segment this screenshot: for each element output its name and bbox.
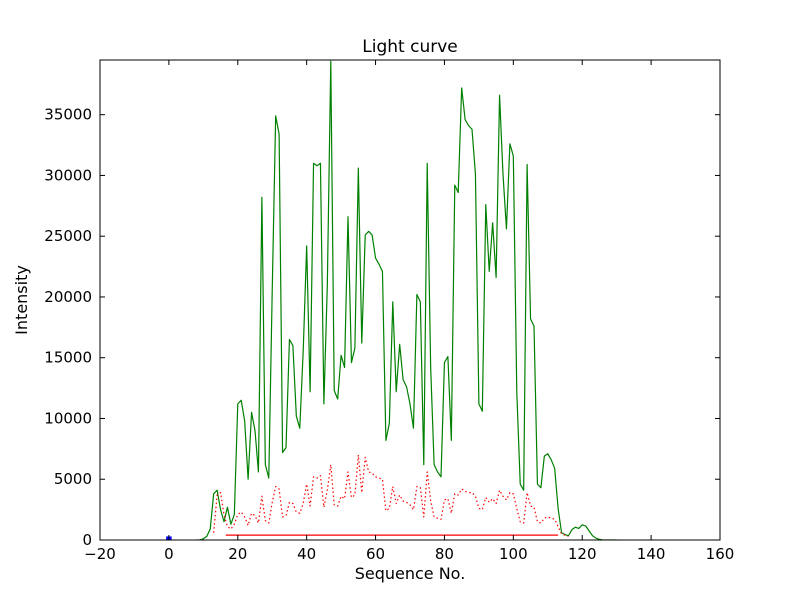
x-axis-label: Sequence No. <box>355 564 466 583</box>
x-tick-label: 80 <box>435 545 454 563</box>
y-axis-label: Intensity <box>12 265 31 335</box>
x-tick-label: 120 <box>568 545 597 563</box>
x-tick-label: 100 <box>499 545 528 563</box>
x-tick-label: 60 <box>366 545 385 563</box>
y-tick-label: 25000 <box>44 227 92 245</box>
chart-title: Light curve <box>362 37 457 57</box>
y-tick-label: 0 <box>82 531 92 549</box>
secondary-intensity-red-dotted-line <box>213 454 569 537</box>
x-axis: −20 0 20 40 60 80 100 120 140 160 <box>84 60 734 563</box>
y-tick-label: 10000 <box>44 409 92 427</box>
x-tick-label: 40 <box>297 545 316 563</box>
plot-border <box>99 59 721 541</box>
x-tick-label: −20 <box>84 545 116 563</box>
y-tick-label: 20000 <box>44 288 92 306</box>
main-intensity-green-line <box>196 60 617 540</box>
y-tick-label: 35000 <box>44 106 92 124</box>
y-axis: 0 5000 10000 15000 20000 25000 30000 35000 <box>44 106 720 549</box>
plot-background <box>100 60 720 540</box>
x-tick-label: 20 <box>228 545 247 563</box>
y-tick-label: 5000 <box>54 470 92 488</box>
x-tick-label: 140 <box>637 545 666 563</box>
x-tick-label: 160 <box>706 545 735 563</box>
y-tick-label: 15000 <box>44 349 92 367</box>
x-tick-label: 0 <box>164 545 174 563</box>
y-tick-label: 30000 <box>44 166 92 184</box>
